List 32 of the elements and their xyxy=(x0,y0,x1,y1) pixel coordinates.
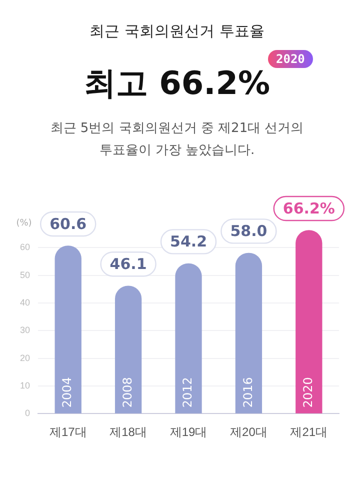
annotation: 2004 xyxy=(60,377,74,408)
data-label: 46.1 xyxy=(110,254,147,273)
x-tick-label: 제20대 xyxy=(230,425,268,440)
x-tick-label: 제21대 xyxy=(290,425,328,440)
annotation: 2012 xyxy=(180,377,195,408)
y-tick-label: 50 xyxy=(20,270,30,280)
annotation: 2020 xyxy=(301,377,316,408)
y-tick-label: 40 xyxy=(20,297,30,308)
bar xyxy=(114,286,142,414)
y-tick-label: 60 xyxy=(20,242,30,252)
data-label: 58.0 xyxy=(230,222,268,240)
y-axis-title: (%) xyxy=(16,218,32,229)
chart-subtitle: 최고 66.2% xyxy=(84,64,270,102)
data-label: 60.6 xyxy=(50,214,87,233)
annotation: 2008 xyxy=(120,377,134,408)
y-tick-label: 20 xyxy=(20,352,30,363)
annotation: 2016 xyxy=(240,377,255,408)
data-label: 54.2 xyxy=(170,232,208,251)
text: 2020 xyxy=(276,52,305,66)
bar xyxy=(54,246,82,414)
bar xyxy=(296,230,322,414)
y-tick-label: 10 xyxy=(20,380,30,390)
data-label: 66.2% xyxy=(282,199,335,218)
y-tick-label: 0 xyxy=(24,408,30,418)
chart-title: 최근 국회의원선거 투표율 xyxy=(88,22,266,41)
x-tick-label: 제19대 xyxy=(170,425,208,440)
x-tick-label: 제17대 xyxy=(49,425,87,440)
y-tick-label: 30 xyxy=(20,325,30,336)
text: 최근 5번의 국회의원선거 중 제21대 선거의 투표율이 가장 높았습니다. xyxy=(49,120,305,160)
bar xyxy=(175,263,202,414)
bar xyxy=(235,252,262,414)
x-tick-label: 제18대 xyxy=(110,425,147,440)
